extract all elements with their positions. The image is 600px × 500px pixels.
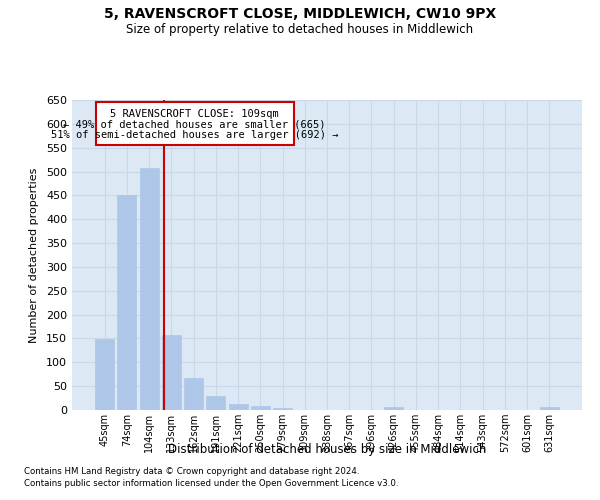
Text: Size of property relative to detached houses in Middlewich: Size of property relative to detached ho… bbox=[127, 22, 473, 36]
Text: Contains HM Land Registry data © Crown copyright and database right 2024.: Contains HM Land Registry data © Crown c… bbox=[24, 467, 359, 476]
Bar bbox=[229, 404, 248, 410]
Text: 51% of semi-detached houses are larger (692) →: 51% of semi-detached houses are larger (… bbox=[51, 130, 338, 140]
Bar bbox=[540, 407, 559, 410]
FancyBboxPatch shape bbox=[96, 102, 293, 146]
Text: 5 RAVENSCROFT CLOSE: 109sqm: 5 RAVENSCROFT CLOSE: 109sqm bbox=[110, 108, 279, 118]
Bar bbox=[95, 340, 114, 410]
Text: 5, RAVENSCROFT CLOSE, MIDDLEWICH, CW10 9PX: 5, RAVENSCROFT CLOSE, MIDDLEWICH, CW10 9… bbox=[104, 8, 496, 22]
Bar bbox=[184, 378, 203, 410]
Text: Contains public sector information licensed under the Open Government Licence v3: Contains public sector information licen… bbox=[24, 478, 398, 488]
Text: Distribution of detached houses by size in Middlewich: Distribution of detached houses by size … bbox=[168, 442, 486, 456]
Text: ← 49% of detached houses are smaller (665): ← 49% of detached houses are smaller (66… bbox=[64, 119, 326, 129]
Bar bbox=[384, 407, 403, 410]
Bar bbox=[162, 334, 181, 410]
Bar bbox=[273, 408, 292, 410]
Bar bbox=[251, 406, 270, 410]
Bar bbox=[118, 196, 136, 410]
Y-axis label: Number of detached properties: Number of detached properties bbox=[29, 168, 39, 342]
Bar bbox=[140, 168, 158, 410]
Bar bbox=[206, 396, 225, 410]
